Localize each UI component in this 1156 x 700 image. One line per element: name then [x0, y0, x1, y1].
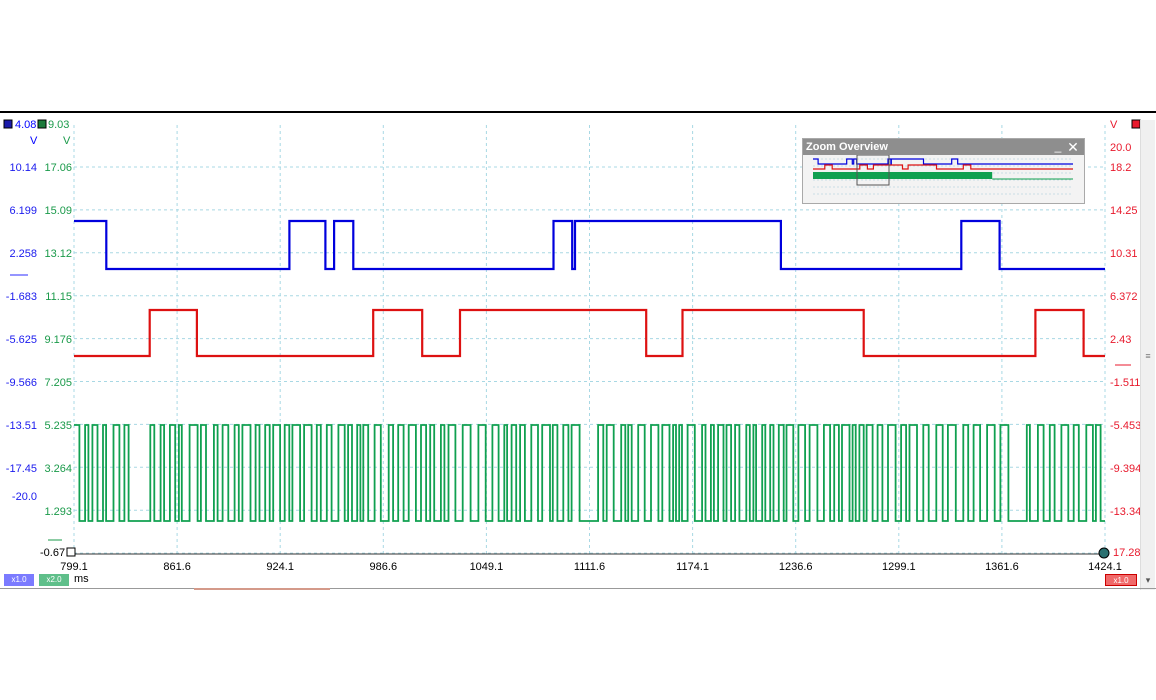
x-tick-label: 1361.6 — [985, 561, 1019, 573]
red-axis-unit: V — [1110, 119, 1118, 131]
green-trace — [74, 424, 1105, 522]
blue-y-tick-label: -9.566 — [6, 377, 37, 389]
x-tick-label: 861.6 — [163, 561, 191, 573]
red-y-tick-label: 18.2 — [1110, 162, 1131, 174]
red-y-tick-label: 20.0 — [1110, 142, 1131, 154]
blue-y-tick-label: -5.625 — [6, 334, 37, 346]
red-y-tick-label: 6.372 — [1110, 291, 1138, 303]
blue-axis-top-value: 4.08 — [15, 119, 36, 131]
red-y-tick-label: -13.34 — [1110, 506, 1141, 518]
blue-trace — [74, 219, 1105, 271]
zoom-overview-titlebar[interactable]: Zoom Overview — [803, 139, 1084, 155]
blue-y-tick-label: -13.51 — [6, 420, 37, 432]
time-cursor-marker-icon — [1098, 547, 1110, 559]
close-icon[interactable]: ✕ — [1067, 139, 1079, 155]
green-axis-unit: V — [63, 135, 71, 147]
x-tick-label: 1111.6 — [574, 561, 605, 573]
bottom-divider — [0, 588, 1156, 589]
green-y-tick-label: 1.293 — [44, 506, 72, 518]
x-tick-label: 1236.6 — [779, 561, 813, 573]
oscilloscope-window: 799.1 861.6 924.1 986.6 1049.1 1111.6 1174.1 12… — [0, 111, 1156, 591]
scrollbar-grip-icon[interactable]: ≡ — [1145, 351, 1151, 361]
x-tick-label: 1424.1 — [1088, 561, 1122, 573]
minimize-icon[interactable]: _ — [1054, 139, 1062, 153]
green-y-tick-label: 17.06 — [44, 162, 72, 174]
x-tick-label: 1299.1 — [882, 561, 916, 573]
blue-y-tick-label: -1.683 — [6, 291, 37, 303]
green-y-tick-label: 15.09 — [44, 205, 72, 217]
red-y-tick-label: 14.25 — [1110, 205, 1138, 217]
red-y-tick-label: 10.31 — [1110, 248, 1138, 260]
x-tick-label: 924.1 — [266, 561, 294, 573]
time-axis-unit: ms — [74, 573, 89, 585]
blue-y-tick-label: 6.199 — [9, 205, 37, 217]
zoom-overview-title: Zoom Overview — [806, 141, 888, 153]
blue-axis-unit: V — [30, 135, 38, 147]
signal-traces — [74, 219, 1105, 522]
axis-labels: 799.1 861.6 924.1 986.6 1049.1 1111.6 1174.1 12… — [6, 119, 1141, 573]
red-channel-scale-badge[interactable]: x1.0 — [1105, 574, 1137, 586]
x-tick-label: 1174.1 — [676, 561, 709, 573]
vertical-scrollbar[interactable]: ≡ ▾ — [1140, 120, 1155, 590]
green-y-tick-label: 3.264 — [44, 463, 72, 475]
blue-axis-bottom-value: -0.67 — [40, 547, 65, 559]
green-channel-marker-icon — [37, 119, 47, 129]
blue-channel-scale-badge[interactable]: x1.0 — [4, 574, 34, 586]
green-channel-scale-badge[interactable]: x2.0 — [39, 574, 69, 586]
zoom-green-trace — [813, 172, 993, 179]
blue-y-tick-label: -20.0 — [12, 491, 37, 503]
red-axis-bottom-value: 17.28 — [1113, 547, 1141, 559]
plot-canvas[interactable]: 799.1 861.6 924.1 986.6 1049.1 1111.6 1174.1 12… — [0, 113, 1156, 591]
green-y-tick-label: 9.176 — [44, 334, 72, 346]
scroll-down-arrow-icon[interactable]: ▾ — [1145, 575, 1151, 585]
x-tick-label: 986.6 — [370, 561, 398, 573]
green-y-tick-label: 7.205 — [44, 377, 72, 389]
green-y-tick-label: 13.12 — [44, 248, 72, 260]
axis-markers — [3, 119, 1141, 559]
green-y-tick-label: 11.15 — [45, 291, 72, 303]
bottom-cursor-marker-icon — [66, 547, 76, 557]
zoom-red-trace — [813, 164, 1073, 170]
x-tick-label: 799.1 — [60, 561, 88, 573]
zoom-overview-panel[interactable]: Zoom Overview _ ✕ — [802, 138, 1085, 204]
green-axis-top-value: 9.03 — [48, 119, 69, 131]
green-y-tick-label: 5.235 — [44, 420, 72, 432]
red-y-tick-label: -9.394 — [1110, 463, 1141, 475]
zoom-blue-trace — [813, 158, 1073, 165]
blue-channel-marker-icon — [3, 119, 13, 129]
blue-y-tick-label: 10.14 — [9, 162, 37, 174]
zoom-viewport-box — [856, 155, 890, 186]
red-y-tick-label: -5.453 — [1110, 420, 1141, 432]
blue-y-tick-label: -17.45 — [6, 463, 37, 475]
x-tick-label: 1049.1 — [470, 561, 504, 573]
red-y-tick-label: -1.511 — [1110, 377, 1140, 389]
zoom-overview-thumbnail[interactable] — [803, 155, 1084, 203]
red-channel-marker-icon — [1131, 119, 1141, 129]
red-trace — [74, 308, 1105, 358]
red-y-tick-label: 2.43 — [1110, 334, 1131, 346]
blue-y-tick-label: 2.258 — [9, 248, 37, 260]
horizontal-scrollbar-thumb[interactable] — [194, 588, 330, 590]
